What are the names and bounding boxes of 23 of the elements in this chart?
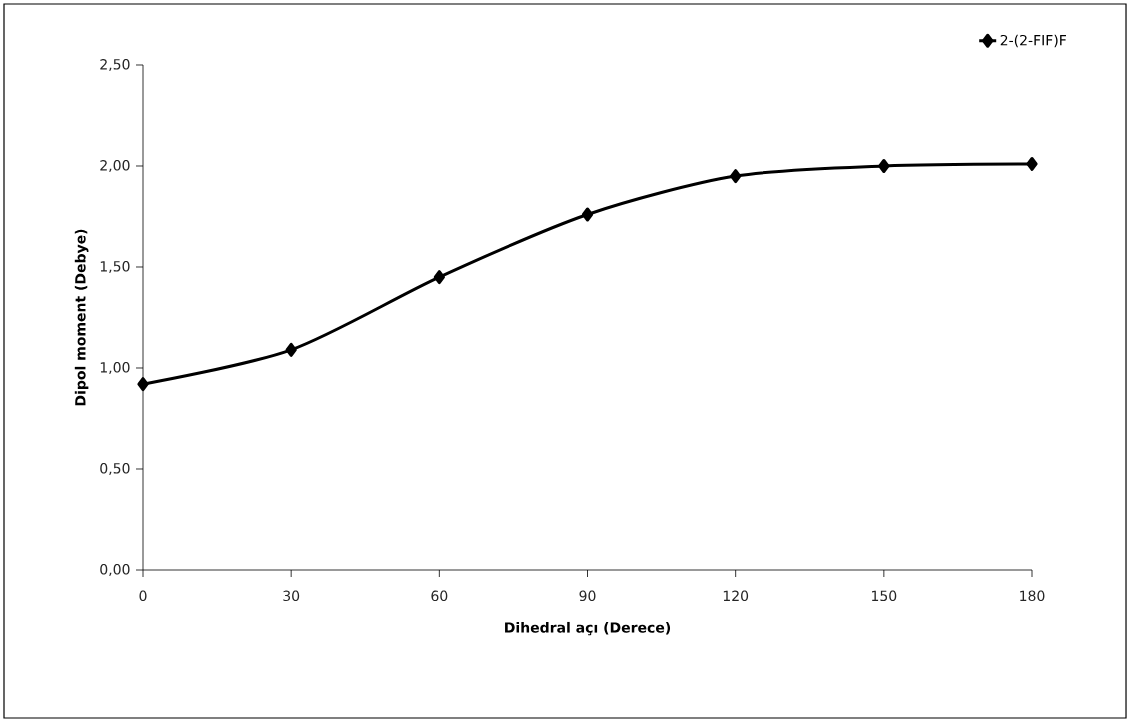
legend-label: 2-(2-FIF)F <box>1000 34 1066 48</box>
point <box>137 377 149 392</box>
x-tick-label: 30 <box>283 590 300 602</box>
x-tick-label: 120 <box>723 590 749 602</box>
point <box>1026 156 1038 171</box>
x-axis-title: Dihedral açı (Derece) <box>505 621 671 636</box>
x-tick-label: 180 <box>1020 590 1045 602</box>
point <box>433 270 445 285</box>
x-tick-label: 0 <box>139 590 147 602</box>
point <box>581 207 594 222</box>
x-tick-label: 60 <box>431 590 448 602</box>
point <box>878 159 890 173</box>
y-axis-title: Dipol moment (Debye) <box>74 229 89 406</box>
y-tick-label: 2,00 <box>100 159 130 172</box>
x-tick-label: 90 <box>579 590 596 602</box>
y-tick-label: 1,00 <box>100 361 130 374</box>
point <box>285 342 297 357</box>
y-tick-label: 1,50 <box>100 260 130 273</box>
x-tick-label: 150 <box>872 590 897 602</box>
y-tick-label: 0,50 <box>100 462 130 476</box>
point <box>730 169 742 184</box>
y-tick-label: 0,00 <box>100 563 130 577</box>
y-tick-label: 2,50 <box>100 58 130 71</box>
